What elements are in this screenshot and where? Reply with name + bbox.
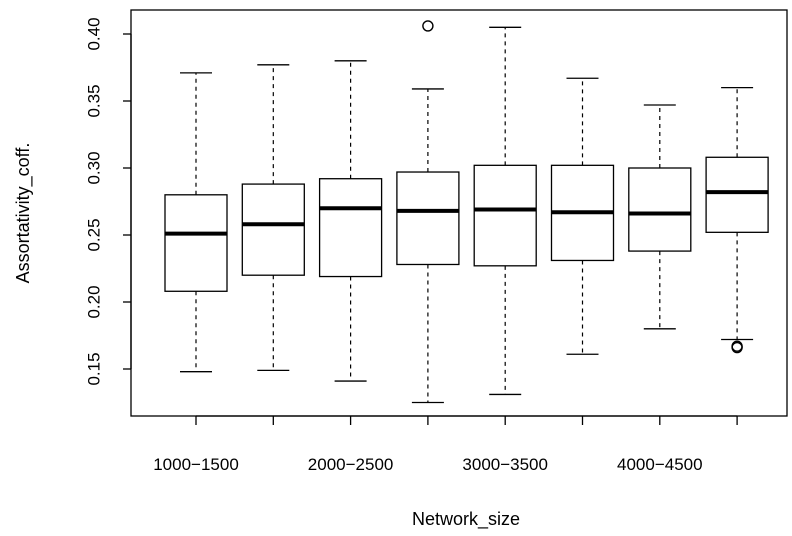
iqr-box [628, 167, 692, 252]
outlier-point [422, 20, 434, 32]
box-1500-2000 [241, 64, 305, 371]
y-tick-label: 0.30 [85, 151, 104, 184]
y-tick-label: 0.20 [85, 285, 104, 318]
y-axis: 0.15 0.20 0.25 0.30 0.35 0.40 [85, 17, 132, 386]
y-axis-title: Assortativity_coff. [13, 143, 34, 284]
x-tick-label: 1000−1500 [153, 455, 239, 474]
iqr-box [396, 171, 460, 266]
x-tick-label: 2000−2500 [308, 455, 394, 474]
boxes-group [164, 20, 769, 404]
iqr-box [164, 194, 228, 292]
box-2000-2500 [318, 60, 383, 382]
box-4500-5000 [705, 86, 769, 354]
box-1000-1500 [164, 72, 228, 373]
box-3500-4000 [550, 77, 615, 355]
box-2500-3000 [396, 20, 460, 404]
iqr-box [318, 178, 383, 278]
y-tick-label: 0.40 [85, 17, 104, 50]
x-tick-label: 4000−4500 [617, 455, 703, 474]
x-tick-label: 3000−3500 [462, 455, 548, 474]
iqr-box [241, 183, 305, 276]
x-axis: 1000−1500 2000−2500 3000−3500 4000−4500 [153, 415, 738, 474]
box-3000-3500 [473, 26, 537, 396]
iqr-box [705, 156, 769, 233]
y-tick-label: 0.15 [85, 352, 104, 385]
y-tick-label: 0.25 [85, 218, 104, 251]
y-tick-label: 0.35 [85, 84, 104, 117]
box-4000-4500 [628, 104, 692, 330]
x-axis-title: Network_size [412, 509, 520, 530]
iqr-box [473, 164, 537, 267]
outlier-point [731, 341, 743, 354]
